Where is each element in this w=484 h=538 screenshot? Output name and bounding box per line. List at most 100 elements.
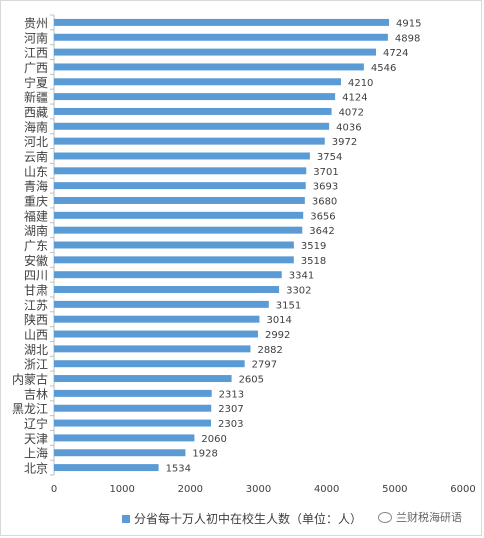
bar <box>54 93 336 101</box>
y-tick-label: 海南 <box>24 119 48 134</box>
bar <box>54 211 304 219</box>
y-tick-label: 湖南 <box>24 223 48 238</box>
y-tick-label: 青海 <box>24 179 48 194</box>
data-label: 4915 <box>396 18 421 29</box>
data-label: 3642 <box>309 226 334 237</box>
bar <box>54 33 388 41</box>
data-label: 2307 <box>218 404 243 415</box>
bar <box>54 315 260 323</box>
y-tick-label: 山东 <box>24 165 48 179</box>
data-label: 2797 <box>252 360 277 371</box>
bar <box>54 271 282 279</box>
data-label: 1928 <box>192 449 217 460</box>
bar <box>54 226 303 234</box>
data-label: 4036 <box>336 122 361 133</box>
bar <box>54 404 212 412</box>
bar <box>54 345 251 353</box>
bar <box>54 182 306 190</box>
data-label: 4210 <box>348 78 373 89</box>
data-label: 4546 <box>371 63 396 74</box>
data-label: 3701 <box>313 167 338 178</box>
x-tick-label: 4000 <box>314 484 339 495</box>
bar <box>54 286 280 294</box>
y-tick-label: 云南 <box>24 149 48 164</box>
bar <box>54 63 364 71</box>
y-tick-label: 江西 <box>24 46 48 60</box>
y-tick-label: 广东 <box>24 239 48 253</box>
y-tick-label: 重庆 <box>24 194 48 208</box>
x-tick-label: 6000 <box>450 484 475 495</box>
y-tick-label: 辽宁 <box>24 416 48 431</box>
bar <box>54 449 186 457</box>
y-tick-label: 黑龙江 <box>12 402 48 416</box>
bar <box>54 330 258 338</box>
bar <box>54 256 294 264</box>
x-tick-label: 0 <box>51 484 57 495</box>
bar <box>54 196 305 204</box>
x-tick-label: 1000 <box>109 484 134 495</box>
bar <box>54 360 245 368</box>
data-label: 2303 <box>218 419 243 430</box>
y-tick-label: 福建 <box>24 208 48 223</box>
y-tick-label: 吉林 <box>24 387 48 401</box>
bar <box>54 152 310 160</box>
y-tick-label: 贵州 <box>24 16 48 30</box>
bar <box>54 122 330 130</box>
bar <box>54 18 390 26</box>
data-label: 1534 <box>166 464 191 475</box>
y-tick-label: 四川 <box>24 269 48 283</box>
data-label: 3693 <box>313 182 338 193</box>
y-tick-label: 山西 <box>24 328 48 342</box>
data-label: 2060 <box>201 434 226 445</box>
x-tick-label: 5000 <box>382 484 407 495</box>
data-label: 3341 <box>289 271 314 282</box>
y-tick-label: 甘肃 <box>24 284 48 298</box>
bar <box>54 167 307 175</box>
data-label: 3680 <box>312 196 337 207</box>
bar <box>54 375 232 383</box>
legend-swatch <box>122 514 130 523</box>
bar <box>54 389 212 397</box>
y-tick-label: 河北 <box>24 135 48 149</box>
data-label: 3972 <box>332 137 357 148</box>
wechat-icon <box>378 511 392 523</box>
y-tick-label: 陕西 <box>24 312 48 327</box>
y-tick-label: 宁夏 <box>24 75 48 90</box>
legend: 分省每十万人初中在校生人数（单位：人） <box>122 510 362 527</box>
bar <box>54 419 211 427</box>
data-label: 3656 <box>310 211 335 222</box>
x-tick-label: 3000 <box>246 484 271 495</box>
data-label: 3302 <box>286 286 311 297</box>
bar <box>54 78 341 86</box>
bar <box>54 107 332 115</box>
x-tick-label: 2000 <box>178 484 203 495</box>
y-tick-label: 天津 <box>24 432 48 446</box>
data-label: 4124 <box>342 93 367 104</box>
bar <box>54 464 159 472</box>
bar <box>54 300 269 308</box>
data-label: 3518 <box>301 256 326 267</box>
bar <box>54 241 294 249</box>
data-label: 2882 <box>257 345 282 356</box>
data-label: 2313 <box>219 389 244 400</box>
data-label: 3754 <box>317 152 342 163</box>
legend-label: 分省每十万人初中在校生人数（单位：人） <box>134 512 363 526</box>
y-tick-label: 广西 <box>24 61 48 75</box>
data-label: 4072 <box>339 107 364 118</box>
y-tick-label: 安徽 <box>24 253 48 268</box>
y-tick-label: 新疆 <box>24 90 48 105</box>
data-label: 4724 <box>383 48 408 59</box>
bar-chart: 贵州 4915 河南 4898 江西 4724 广西 4546 宁夏 4210 新疆 4124 西藏 40… <box>12 14 476 495</box>
data-label: 3519 <box>301 241 326 252</box>
data-label: 2605 <box>239 375 264 386</box>
watermark-text: 兰财税海研语 <box>396 511 462 524</box>
bar <box>54 137 325 145</box>
y-tick-label: 江苏 <box>24 298 48 312</box>
y-tick-label: 湖北 <box>24 342 48 357</box>
watermark: 兰财税海研语 <box>378 509 462 525</box>
bar <box>54 48 377 56</box>
y-tick-label: 内蒙古 <box>12 372 48 387</box>
y-tick-label: 上海 <box>24 446 48 461</box>
y-tick-label: 浙江 <box>24 358 48 372</box>
